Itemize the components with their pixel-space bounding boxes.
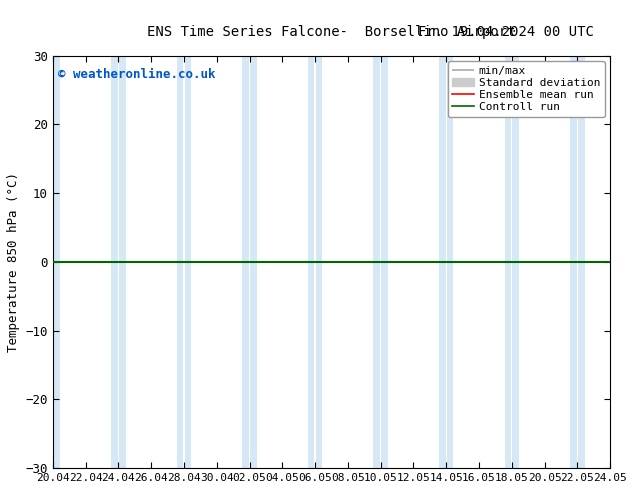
Bar — [184, 56, 191, 468]
Legend: min/max, Standard deviation, Ensemble mean run, Controll run: min/max, Standard deviation, Ensemble me… — [448, 61, 605, 117]
Bar — [373, 56, 380, 468]
Bar — [578, 56, 585, 468]
Bar — [439, 56, 446, 468]
Bar — [250, 56, 257, 468]
Bar — [505, 56, 511, 468]
Bar — [382, 56, 388, 468]
Bar — [53, 56, 60, 468]
Bar — [111, 56, 118, 468]
Bar — [308, 56, 314, 468]
Bar — [119, 56, 126, 468]
Bar — [46, 56, 52, 468]
Text: © weatheronline.co.uk: © weatheronline.co.uk — [58, 68, 216, 81]
Bar — [242, 56, 249, 468]
Text: ENS Time Series Falcone-  Borsellino Airport: ENS Time Series Falcone- Borsellino Airp… — [147, 25, 516, 39]
Bar — [447, 56, 453, 468]
Bar — [570, 56, 577, 468]
Y-axis label: Temperature 850 hPa (°C): Temperature 850 hPa (°C) — [7, 172, 20, 352]
Bar — [316, 56, 322, 468]
Text: Fr. 19.04.2024 00 UTC: Fr. 19.04.2024 00 UTC — [418, 25, 593, 39]
Bar — [512, 56, 519, 468]
Bar — [177, 56, 183, 468]
